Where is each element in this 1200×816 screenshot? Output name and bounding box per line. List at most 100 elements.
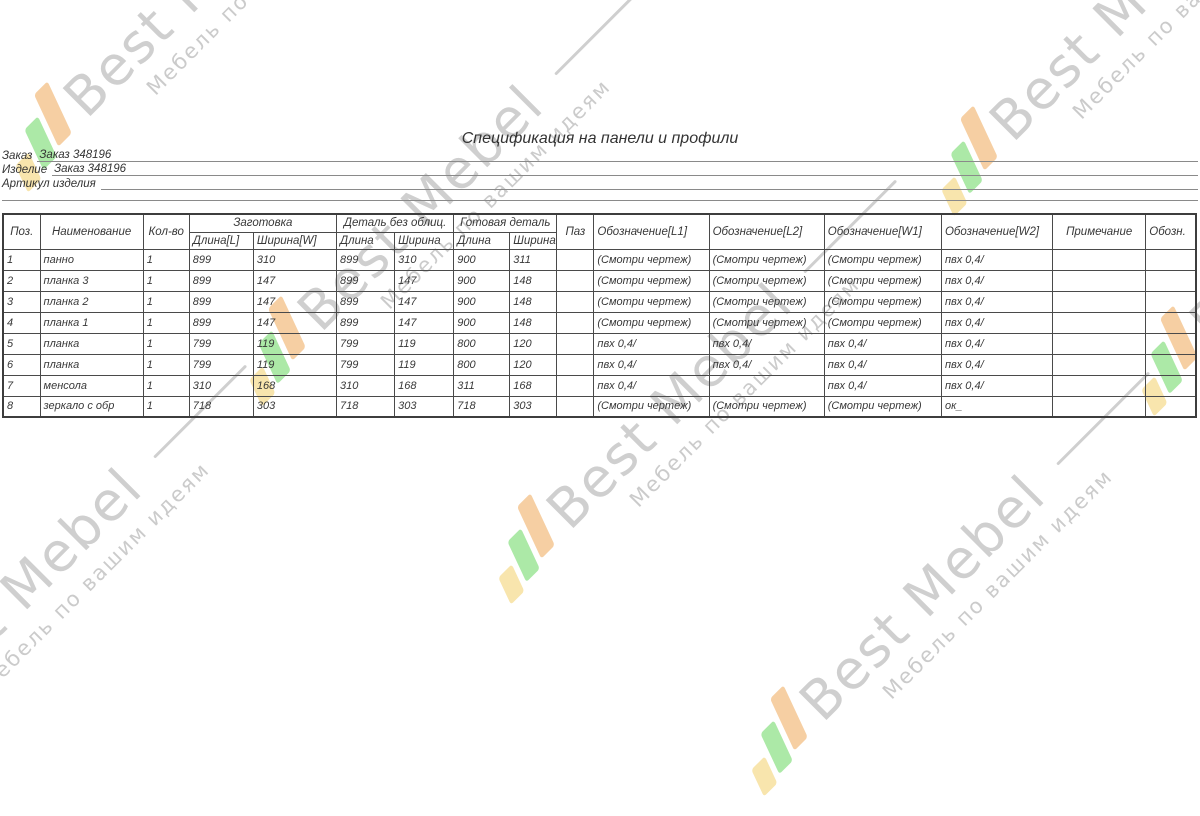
table-cell xyxy=(1145,248,1197,271)
col-header-name: Наименование xyxy=(39,213,144,250)
col-header-raw-length: Длина xyxy=(335,231,396,250)
table-cell: 6 xyxy=(2,353,41,376)
table-cell: 168 xyxy=(394,374,455,397)
table-row: 6 планка 1 799 119 799 119 800 120 пвх 0,4/пвх 0,… xyxy=(2,353,1197,376)
table-cell: 120 xyxy=(509,353,558,376)
table-cell: 900 xyxy=(453,269,511,292)
table-cell: 899 xyxy=(335,248,396,271)
col-header-oboznachenie-l1: Обозначение[L1] xyxy=(593,213,710,250)
col-header-zag-length: Длина[L] xyxy=(188,231,254,250)
col-group-detail-done: Готовая деталь xyxy=(453,213,558,233)
table-cell: пвх 0,4/ xyxy=(708,353,825,376)
table-cell: планка 2 xyxy=(39,290,144,313)
table-cell: панно xyxy=(39,248,144,271)
table-cell: 311 xyxy=(453,374,511,397)
table-cell xyxy=(1052,248,1147,271)
table-cell: 303 xyxy=(509,395,558,418)
table-cell: 718 xyxy=(453,395,511,418)
table-cell: 718 xyxy=(188,395,254,418)
table-cell: 1 xyxy=(142,311,190,334)
table-cell xyxy=(556,374,595,397)
table-cell: 303 xyxy=(394,395,455,418)
table-cell: пвх 0,4/ xyxy=(593,374,710,397)
table-cell: пвх 0,4/ xyxy=(823,353,942,376)
col-header-oboznachenie-w1: Обозначение[W1] xyxy=(823,213,942,250)
table-row: 7 менсола 1 310 168 310 168 311 168 пвх 0,4/пвх 0… xyxy=(2,374,1197,397)
col-header-qty: Кол-во xyxy=(142,213,190,250)
table-cell: планка 1 xyxy=(39,311,144,334)
table-cell: планка 3 xyxy=(39,269,144,292)
table-cell xyxy=(1145,290,1197,313)
table-cell xyxy=(1052,311,1147,334)
table-cell: 900 xyxy=(453,248,511,271)
table-cell: 147 xyxy=(252,269,338,292)
col-header-raw-width: Ширина xyxy=(394,231,455,250)
table-cell: (Смотри чертеж) xyxy=(708,290,825,313)
table-cell: пвх 0,4/ xyxy=(940,311,1054,334)
table-cell: (Смотри чертеж) xyxy=(823,311,942,334)
table-cell xyxy=(1052,332,1147,355)
table-cell xyxy=(556,395,595,418)
table-cell: 899 xyxy=(188,248,254,271)
col-header-oboznachenie-w2: Обозначение[W2] xyxy=(940,213,1054,250)
table-cell xyxy=(556,332,595,355)
table-cell: 718 xyxy=(335,395,396,418)
table-cell: (Смотри чертеж) xyxy=(593,248,710,271)
table-cell: (Смотри чертеж) xyxy=(823,248,942,271)
table-cell xyxy=(556,290,595,313)
table-cell: 900 xyxy=(453,311,511,334)
table-cell: 310 xyxy=(335,374,396,397)
table-cell: (Смотри чертеж) xyxy=(708,269,825,292)
table-cell: (Смотри чертеж) xyxy=(593,290,710,313)
table-cell: 799 xyxy=(188,332,254,355)
table-cell: 5 xyxy=(2,332,41,355)
table-cell: 900 xyxy=(453,290,511,313)
table-cell: пвх 0,4/ xyxy=(940,374,1054,397)
table-cell: (Смотри чертеж) xyxy=(708,311,825,334)
table-cell: 303 xyxy=(252,395,338,418)
article-label: Артикул изделия xyxy=(2,178,96,190)
table-cell xyxy=(1052,374,1147,397)
spec-table: Поз. Наименование Кол-во Заготовка Детал… xyxy=(2,213,1197,418)
col-header-poz: Поз. xyxy=(2,213,41,250)
table-cell: 148 xyxy=(509,311,558,334)
table-cell: 168 xyxy=(509,374,558,397)
table-cell: 8 xyxy=(2,395,41,418)
table-cell: 120 xyxy=(509,332,558,355)
table-row: 1 панно 1 899 310 899 310 900 311 (Смотри чертеж)… xyxy=(2,248,1197,271)
table-row: 4 планка 1 1 899 147 899 147 900 148 (Смотри черт… xyxy=(2,311,1197,334)
bestmebel-logo-icon xyxy=(729,685,819,797)
table-cell: 800 xyxy=(453,353,511,376)
col-header-note: Примечание xyxy=(1052,213,1147,250)
table-cell: (Смотри чертеж) xyxy=(593,395,710,418)
table-cell: (Смотри чертеж) xyxy=(823,395,942,418)
table-cell: 899 xyxy=(188,269,254,292)
col-header-zag-width: Ширина[W] xyxy=(252,231,338,250)
page-title: Спецификация на панели и профили xyxy=(461,130,739,147)
table-cell: 799 xyxy=(188,353,254,376)
table-cell: 1 xyxy=(2,248,41,271)
table-cell: (Смотри чертеж) xyxy=(593,311,710,334)
table-cell: 1 xyxy=(142,332,190,355)
table-cell: 168 xyxy=(252,374,338,397)
table-cell: 310 xyxy=(394,248,455,271)
meta-line-article: Артикул изделия xyxy=(2,176,1198,190)
meta-line-order: Заказ Заказ 348196 xyxy=(2,148,1198,162)
table-cell: 899 xyxy=(335,269,396,292)
table-cell: 799 xyxy=(335,353,396,376)
table-cell: пвх 0,4/ xyxy=(940,290,1054,313)
table-cell: пвх 0,4/ xyxy=(593,353,710,376)
table-cell xyxy=(556,353,595,376)
table-cell: 148 xyxy=(509,290,558,313)
table-cell xyxy=(1145,395,1197,418)
table-cell: 310 xyxy=(188,374,254,397)
table-cell: менсола xyxy=(39,374,144,397)
table-cell: пвх 0,4/ xyxy=(940,353,1054,376)
table-cell xyxy=(1145,269,1197,292)
meta-line-product: Изделие Заказ 348196 xyxy=(2,162,1198,176)
table-cell: 1 xyxy=(142,248,190,271)
col-group-zagotovka: Заготовка xyxy=(188,213,338,233)
table-cell: 119 xyxy=(394,332,455,355)
table-cell: 3 xyxy=(2,290,41,313)
table-cell xyxy=(1145,353,1197,376)
